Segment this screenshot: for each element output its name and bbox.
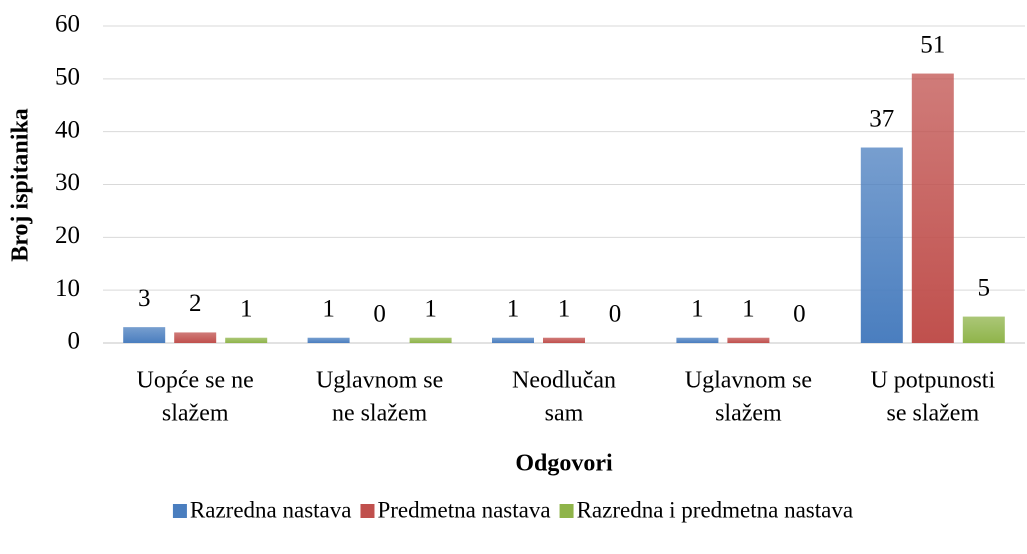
y-axis-title: Broj ispitanika [8, 108, 34, 262]
legend-swatch [360, 504, 375, 518]
y-tick-label: 60 [55, 11, 80, 38]
bar [676, 337, 719, 343]
value-label: 51 [920, 31, 945, 58]
legend-label: Razredna nastava [190, 497, 352, 522]
bar [409, 337, 452, 343]
x-tick-label: Uglavnom se [316, 368, 443, 394]
bar [492, 337, 534, 343]
bar [174, 332, 217, 343]
value-label: 1 [742, 295, 755, 322]
x-axis-title: Odgovori [515, 451, 613, 477]
bar [727, 337, 770, 343]
y-tick-label: 50 [55, 64, 80, 91]
value-label: 0 [373, 301, 386, 328]
value-label: 3 [138, 285, 151, 312]
x-tick-label: slažem [715, 401, 782, 427]
bar [123, 327, 166, 343]
x-tick-label: Neodlučan [512, 368, 616, 394]
value-label: 1 [558, 295, 571, 322]
x-tick-label: Uopće se ne [137, 368, 254, 394]
y-tick-label: 10 [55, 275, 80, 302]
value-label: 1 [507, 295, 520, 322]
value-label: 0 [793, 301, 806, 328]
x-tick-label: se slažem [886, 401, 979, 427]
value-label: 37 [869, 105, 894, 132]
value-label: 1 [240, 295, 253, 322]
value-label: 1 [322, 295, 335, 322]
value-label: 0 [609, 301, 622, 328]
value-label: 5 [978, 274, 991, 301]
y-tick-label: 20 [55, 222, 80, 249]
bar [307, 337, 350, 343]
x-tick-label: U potpunosti [870, 368, 995, 394]
x-tick-label: sam [545, 401, 584, 427]
bar [860, 147, 903, 343]
bar [962, 316, 1005, 343]
bar [543, 337, 585, 343]
value-label: 1 [424, 295, 437, 322]
x-tick-label: slažem [162, 401, 229, 427]
legend: Razredna nastava Predmetna nastava Razredn… [172, 497, 854, 522]
y-tick-label: 0 [68, 328, 81, 355]
bar [911, 73, 954, 344]
legend-swatch [172, 504, 187, 518]
y-tick-label: 40 [55, 116, 80, 143]
legend-label: Predmetna nastava [377, 497, 550, 522]
x-tick-label: ne slažem [332, 401, 428, 427]
legend-swatch [559, 504, 574, 518]
bar [225, 337, 268, 343]
value-label: 2 [189, 290, 202, 317]
y-tick-label: 30 [55, 169, 80, 196]
value-label: 1 [691, 295, 704, 322]
legend-label: Razredna i predmetna nastava [577, 497, 854, 522]
x-tick-label: Uglavnom se [685, 368, 812, 394]
